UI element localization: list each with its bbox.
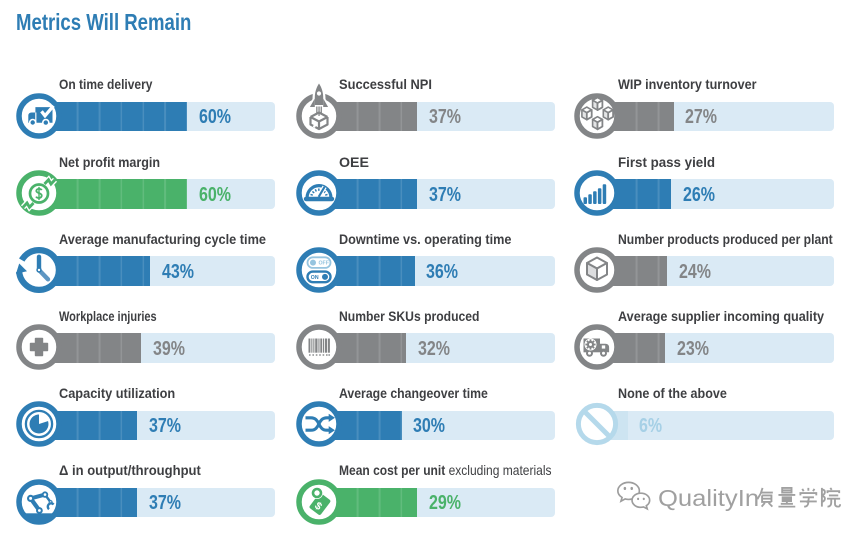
svg-text:OFF: OFF bbox=[318, 261, 328, 267]
svg-text:ON: ON bbox=[310, 275, 318, 281]
